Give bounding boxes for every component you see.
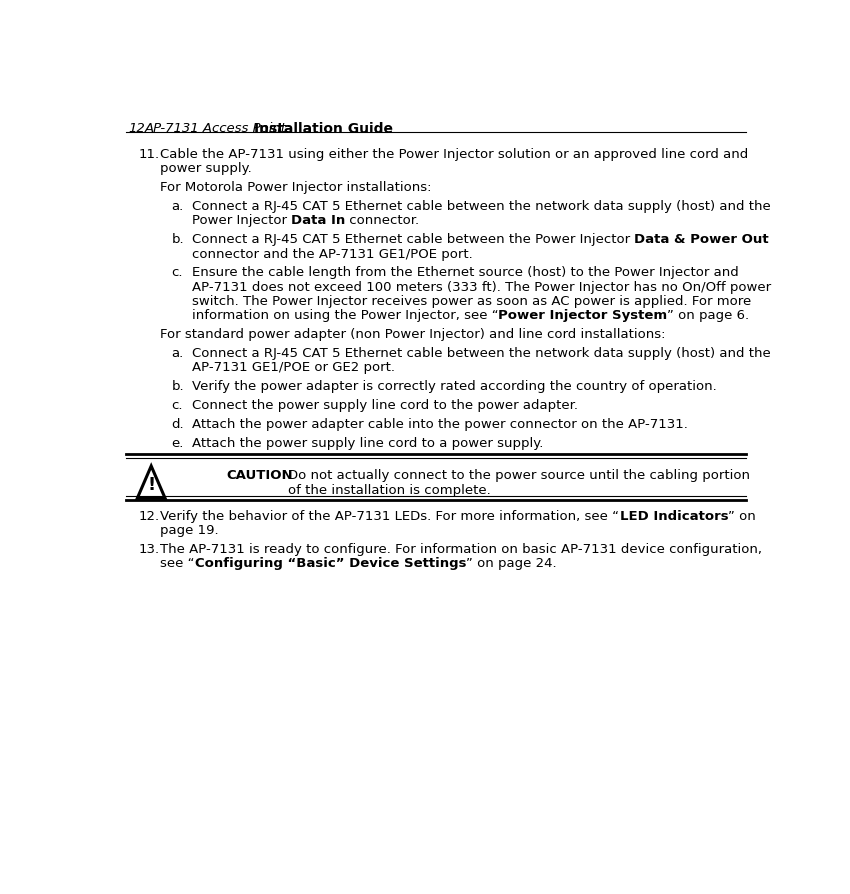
Text: AP-7131 Access Point:: AP-7131 Access Point: <box>145 122 296 135</box>
Text: For standard power adapter (non Power Injector) and line cord installations:: For standard power adapter (non Power In… <box>161 327 666 341</box>
Text: ” on: ” on <box>728 510 756 522</box>
Text: Data & Power Out: Data & Power Out <box>634 233 768 246</box>
Text: a.: a. <box>172 200 184 213</box>
Text: Attach the power supply line cord to a power supply.: Attach the power supply line cord to a p… <box>191 436 543 449</box>
Text: see “: see “ <box>161 557 195 569</box>
Text: !: ! <box>147 476 156 493</box>
Text: ” on page 6.: ” on page 6. <box>667 308 750 322</box>
Text: Verify the power adapter is correctly rated according the country of operation.: Verify the power adapter is correctly ra… <box>191 380 717 392</box>
Text: Installation Guide: Installation Guide <box>253 122 393 136</box>
Text: CAUTION: CAUTION <box>226 468 293 482</box>
Text: information on using the Power Injector, see “: information on using the Power Injector,… <box>191 308 498 322</box>
Text: Attach the power adapter cable into the power connector on the AP-7131.: Attach the power adapter cable into the … <box>191 417 688 430</box>
Text: AP-7131 GE1/POE or GE2 port.: AP-7131 GE1/POE or GE2 port. <box>191 360 394 374</box>
Text: Power Injector System: Power Injector System <box>498 308 667 322</box>
Text: Configuring “Basic” Device Settings: Configuring “Basic” Device Settings <box>195 557 467 569</box>
Text: ” on page 24.: ” on page 24. <box>467 557 557 569</box>
Text: For Motorola Power Injector installations:: For Motorola Power Injector installation… <box>161 181 432 194</box>
Text: 11.: 11. <box>139 148 160 161</box>
Text: Cable the AP-7131 using either the Power Injector solution or an approved line c: Cable the AP-7131 using either the Power… <box>161 148 749 161</box>
Text: switch. The Power Injector receives power as soon as AC power is applied. For mo: switch. The Power Injector receives powe… <box>191 294 751 308</box>
Text: a.: a. <box>172 347 184 359</box>
Text: The AP-7131 is ready to configure. For information on basic AP-7131 device confi: The AP-7131 is ready to configure. For i… <box>161 543 762 555</box>
Text: Data In: Data In <box>291 215 345 227</box>
Text: Verify the behavior of the AP-7131 LEDs. For more information, see “: Verify the behavior of the AP-7131 LEDs.… <box>161 510 620 522</box>
Text: connector and the AP-7131 GE1/POE port.: connector and the AP-7131 GE1/POE port. <box>191 248 473 260</box>
Text: b.: b. <box>172 233 184 246</box>
Text: page 19.: page 19. <box>161 524 219 536</box>
Text: connector.: connector. <box>345 215 419 227</box>
Text: Ensure the cable length from the Ethernet source (host) to the Power Injector an: Ensure the cable length from the Etherne… <box>191 266 739 279</box>
Text: Power Injector: Power Injector <box>191 215 291 227</box>
Text: power supply.: power supply. <box>161 163 252 175</box>
Text: e.: e. <box>172 436 184 449</box>
Text: 12: 12 <box>128 122 144 135</box>
Text: d.: d. <box>172 417 184 430</box>
Text: Connect a RJ-45 CAT 5 Ethernet cable between the Power Injector: Connect a RJ-45 CAT 5 Ethernet cable bet… <box>191 233 634 246</box>
Text: Connect a RJ-45 CAT 5 Ethernet cable between the network data supply (host) and : Connect a RJ-45 CAT 5 Ethernet cable bet… <box>191 347 770 359</box>
Text: of the installation is complete.: of the installation is complete. <box>288 483 491 496</box>
Text: c.: c. <box>172 399 183 411</box>
Text: c.: c. <box>172 266 183 279</box>
Text: Connect the power supply line cord to the power adapter.: Connect the power supply line cord to th… <box>191 399 577 411</box>
Text: Connect a RJ-45 CAT 5 Ethernet cable between the network data supply (host) and : Connect a RJ-45 CAT 5 Ethernet cable bet… <box>191 200 770 213</box>
Text: AP-7131 does not exceed 100 meters (333 ft). The Power Injector has no On/Off po: AP-7131 does not exceed 100 meters (333 … <box>191 281 771 293</box>
Text: 12.: 12. <box>139 510 160 522</box>
Text: 13.: 13. <box>139 543 160 555</box>
Text: Do not actually connect to the power source until the cabling portion: Do not actually connect to the power sou… <box>288 468 751 482</box>
Text: b.: b. <box>172 380 184 392</box>
Text: LED Indicators: LED Indicators <box>620 510 728 522</box>
